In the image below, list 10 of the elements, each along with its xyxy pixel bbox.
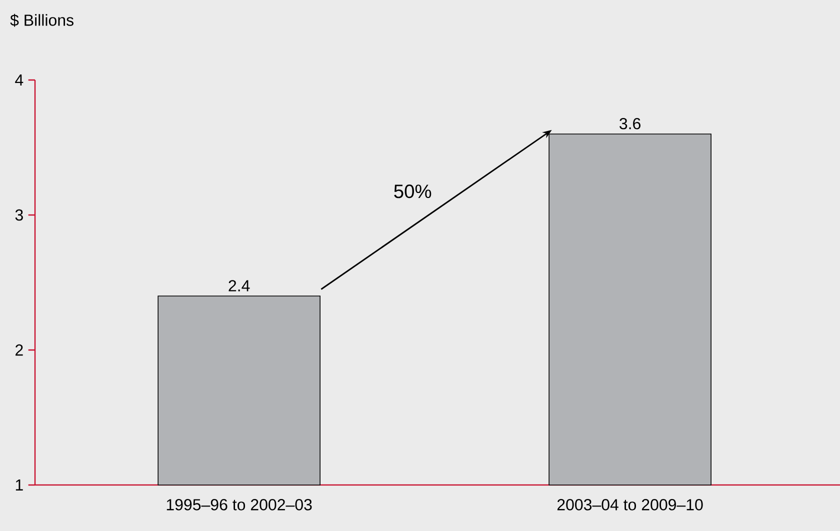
y-tick-label: 3 [15,209,23,221]
y-axis-title: $ Billions [10,14,74,27]
x-tick-label: 2003–04 to 2009–10 [557,499,703,510]
data-label: 2.4 [228,280,250,292]
annotation: 50% [394,184,432,198]
y-tick-label: 2 [16,344,23,356]
y-tick-label: 4 [15,74,24,86]
x-tick-label: 1995–96 to 2002–03 [166,499,312,510]
data-label: 3.6 [620,118,640,130]
y-tick-label: 1 [16,479,23,490]
